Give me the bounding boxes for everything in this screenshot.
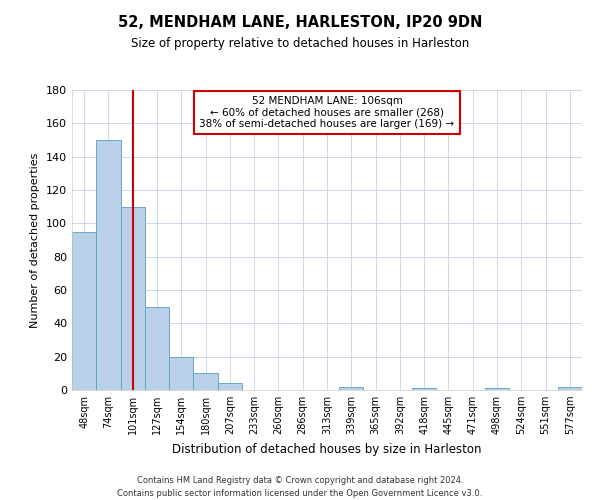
X-axis label: Distribution of detached houses by size in Harleston: Distribution of detached houses by size …	[172, 442, 482, 456]
Bar	[485, 388, 509, 390]
Bar	[96, 140, 121, 390]
Bar	[339, 386, 364, 390]
Text: 52, MENDHAM LANE, HARLESTON, IP20 9DN: 52, MENDHAM LANE, HARLESTON, IP20 9DN	[118, 15, 482, 30]
Bar	[169, 356, 193, 390]
Bar	[121, 206, 145, 390]
Bar	[145, 306, 169, 390]
Bar	[72, 232, 96, 390]
Text: Contains HM Land Registry data © Crown copyright and database right 2024.
Contai: Contains HM Land Registry data © Crown c…	[118, 476, 482, 498]
Bar	[193, 374, 218, 390]
Bar	[218, 384, 242, 390]
Text: 52 MENDHAM LANE: 106sqm
← 60% of detached houses are smaller (268)
38% of semi-d: 52 MENDHAM LANE: 106sqm ← 60% of detache…	[199, 96, 455, 129]
Text: Size of property relative to detached houses in Harleston: Size of property relative to detached ho…	[131, 38, 469, 51]
Bar	[412, 388, 436, 390]
Bar	[558, 386, 582, 390]
Y-axis label: Number of detached properties: Number of detached properties	[31, 152, 40, 328]
